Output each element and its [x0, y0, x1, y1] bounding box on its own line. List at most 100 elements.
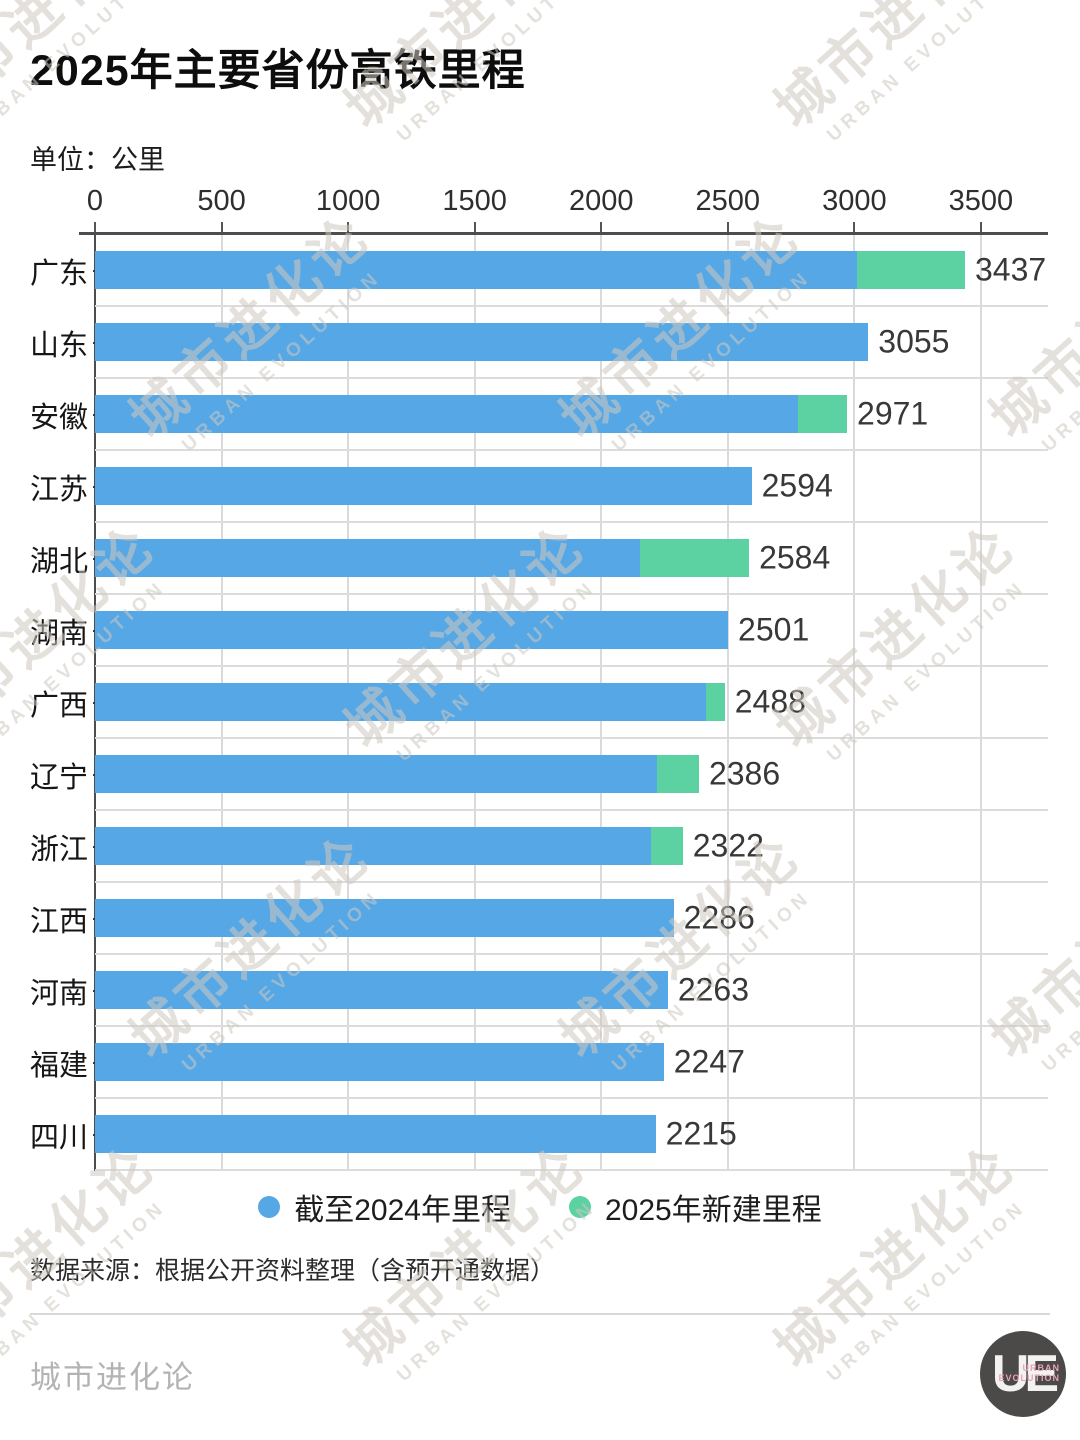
bar-group: 2386	[95, 755, 780, 793]
category-cell: 湖北	[30, 523, 95, 595]
plot-cell: 2594	[95, 451, 1048, 523]
x-tick-mark	[600, 222, 603, 232]
vertical-gridline	[726, 235, 729, 1171]
chart-row: 河南 2263	[30, 955, 1048, 1027]
x-tick-label: 3000	[822, 185, 887, 217]
bar-group: 2488	[95, 683, 806, 721]
category-tick-mark	[93, 414, 95, 416]
category-label: 浙江	[30, 834, 89, 866]
legend: 截至2024年里程 2025年新建里程	[0, 1185, 1080, 1229]
category-label: 广东	[30, 258, 89, 290]
x-tick-label: 1000	[315, 185, 381, 217]
chart-row: 江苏 2594	[30, 451, 1048, 523]
x-tick-label: 2000	[568, 185, 634, 217]
bar-segment-2024-mileage	[95, 611, 729, 649]
category-label: 辽宁	[30, 762, 89, 794]
bar-group: 2594	[95, 467, 833, 505]
chart-row: 湖北 2584	[30, 523, 1048, 595]
category-cell: 广东	[30, 235, 95, 307]
category-cell: 江西	[30, 883, 95, 955]
x-tick-mark	[347, 222, 350, 232]
bar-segment-2024-mileage	[95, 323, 869, 361]
category-tick-mark	[93, 702, 95, 704]
category-cell: 安徽	[30, 379, 95, 451]
unit-label: 单位：公里	[30, 145, 165, 175]
bar-segment-2024-mileage	[95, 251, 857, 289]
plot-cell: 2971	[95, 379, 1048, 451]
bar-segment-2025-new-mileage	[705, 683, 725, 721]
divider-line	[30, 1313, 1050, 1315]
bar-segment-2024-mileage	[95, 899, 674, 937]
ue-logo-subtext: URBAN EVOLUTION	[998, 1363, 1060, 1383]
x-tick-label: 0	[86, 185, 104, 217]
category-label: 河南	[30, 978, 89, 1010]
value-label: 2247	[673, 1043, 745, 1080]
value-label: 2215	[665, 1115, 737, 1152]
value-label: 2971	[857, 395, 929, 432]
category-tick-mark	[93, 558, 95, 560]
header: 2025年主要省份高铁里程 单位：公里	[0, 0, 1080, 177]
category-label: 安徽	[30, 402, 89, 434]
ue-logo: UE URBAN EVOLUTION	[980, 1331, 1066, 1417]
plot-cell: 3437	[95, 235, 1048, 307]
bar-segment-2024-mileage	[95, 467, 752, 505]
data-source-note: 数据来源：根据公开资料整理（含预开通数据）	[30, 1257, 556, 1285]
category-label: 山东	[30, 330, 89, 362]
ue-logo-letters: UE	[991, 1345, 1059, 1403]
bar-group: 2322	[95, 827, 764, 865]
bar-group: 3437	[95, 251, 1046, 289]
category-tick-mark	[93, 342, 95, 344]
plot-cell: 3055	[95, 307, 1048, 379]
category-cell: 四川	[30, 1099, 95, 1171]
x-tick-mark	[220, 222, 223, 232]
bar-group: 2286	[95, 899, 755, 937]
category-tick-mark	[93, 774, 95, 776]
plot-cell: 2501	[95, 595, 1048, 667]
bar-segment-2025-new-mileage	[797, 395, 847, 433]
category-label: 湖南	[30, 618, 89, 650]
category-cell: 湖南	[30, 595, 95, 667]
x-tick-label: 500	[197, 185, 246, 217]
plot-cell: 2488	[95, 667, 1048, 739]
bar-chart: 广东 3437 山东 3055	[30, 235, 1048, 1171]
category-tick-mark	[93, 846, 95, 848]
category-tick-mark	[93, 486, 95, 488]
value-label: 3055	[878, 323, 950, 360]
chart-row: 广西 2488	[30, 667, 1048, 739]
x-tick-mark	[726, 222, 729, 232]
category-tick-mark	[93, 990, 95, 992]
category-tick-mark	[93, 630, 95, 632]
legend-label-2024: 截至2024年里程	[294, 1194, 511, 1227]
plot-cell: 2386	[95, 739, 1048, 811]
x-axis: 0 500 1000 1500 2000 2500 3000 3500	[30, 185, 1048, 235]
vertical-gridline	[979, 235, 982, 1171]
bar-group: 2501	[95, 611, 809, 649]
x-tick-label: 2500	[695, 185, 761, 217]
category-cell: 福建	[30, 1027, 95, 1099]
x-tick-label: 1500	[442, 185, 507, 217]
page-title: 2025年主要省份高铁里程	[30, 47, 526, 95]
value-label: 2386	[708, 755, 781, 792]
x-tick-mark	[853, 222, 856, 232]
category-tick-mark	[93, 1134, 95, 1136]
category-label: 湖北	[30, 546, 89, 578]
chart-row: 湖南 2501	[30, 595, 1048, 667]
value-label: 2501	[738, 611, 810, 648]
bar-segment-2024-mileage	[95, 1115, 656, 1153]
plot-cell: 2247	[95, 1027, 1048, 1099]
category-cell: 河南	[30, 955, 95, 1027]
category-cell: 浙江	[30, 811, 95, 883]
value-label: 2322	[692, 827, 764, 864]
bar-group: 2215	[95, 1115, 737, 1153]
category-cell: 山东	[30, 307, 95, 379]
ue-logo-subtext-line1: URBAN	[1022, 1363, 1060, 1373]
chart-row: 安徽 2971	[30, 379, 1048, 451]
value-label: 2263	[677, 971, 749, 1008]
bar-segment-2024-mileage	[95, 395, 798, 433]
bar-group: 3055	[95, 323, 949, 361]
bar-group: 2584	[95, 539, 830, 577]
x-axis-ticks: 0 500 1000 1500 2000 2500 3000 3500	[79, 185, 1048, 235]
bar-segment-2025-new-mileage	[640, 539, 750, 577]
brand-name: 城市进化论	[30, 1359, 195, 1395]
bar-segment-2024-mileage	[95, 827, 652, 865]
